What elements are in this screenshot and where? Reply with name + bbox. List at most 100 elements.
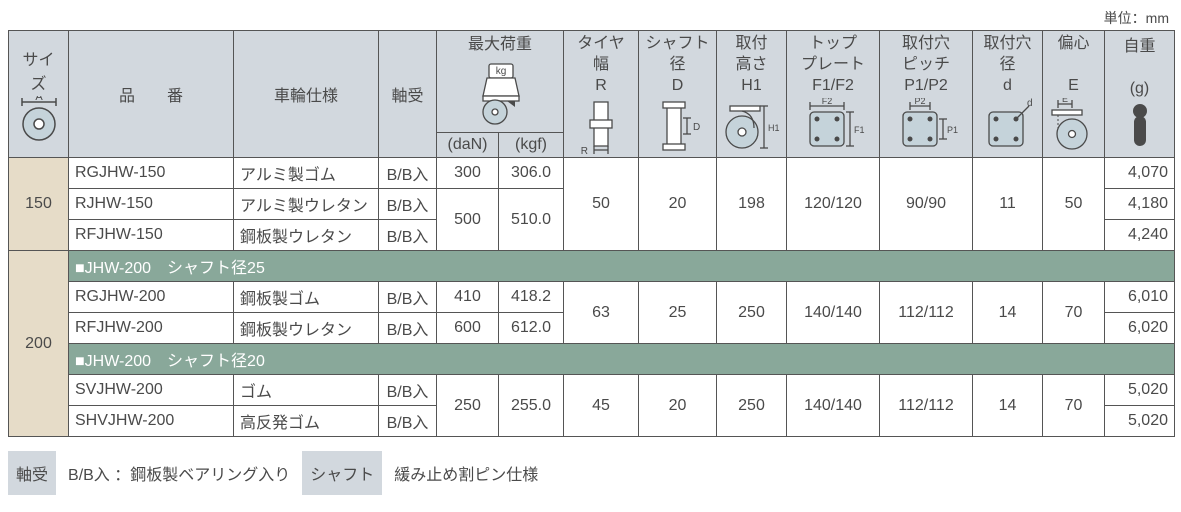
header-wheel: 車輪仕様 bbox=[234, 31, 379, 158]
svg-text:H1: H1 bbox=[768, 123, 780, 133]
cell-part: RFJHW-150 bbox=[69, 220, 234, 251]
cell-part: RFJHW-200 bbox=[69, 313, 234, 344]
cell-hole: 14 bbox=[973, 375, 1043, 437]
cell-dan: 410 bbox=[437, 282, 499, 313]
header-pitch: 取付穴 ピッチ P1/P2 P2 P1 bbox=[880, 31, 973, 158]
cell-d: 20 bbox=[639, 158, 717, 251]
cell-f: 140/140 bbox=[787, 375, 880, 437]
cell-h1: 250 bbox=[717, 282, 787, 344]
cell-part: RJHW-150 bbox=[69, 189, 234, 220]
section-header: ■JHW-200 シャフト径20 bbox=[69, 344, 1175, 375]
svg-text:A: A bbox=[35, 96, 43, 103]
maxload-icon: kg bbox=[465, 58, 535, 128]
hole-label: 取付穴 径 d bbox=[983, 34, 1031, 96]
svg-text:d: d bbox=[1027, 98, 1033, 109]
cell-bearing: B/B入 bbox=[379, 406, 437, 437]
cell-part: RGJHW-200 bbox=[69, 282, 234, 313]
cell-wheel: 高反発ゴム bbox=[234, 406, 379, 437]
r-icon: R bbox=[578, 98, 624, 154]
cell-bearing: B/B入 bbox=[379, 189, 437, 220]
cell-bearing: B/B入 bbox=[379, 375, 437, 406]
cell-kgf: 612.0 bbox=[499, 313, 564, 344]
d-icon: D bbox=[655, 98, 701, 154]
svg-text:F2: F2 bbox=[822, 98, 833, 106]
cell-e: 70 bbox=[1043, 282, 1105, 344]
cell-kgf: 306.0 bbox=[499, 158, 564, 189]
footer-tag-bearing: 軸受 bbox=[8, 451, 56, 495]
f-icon: F2 F1 bbox=[800, 98, 866, 154]
topplate-label: トップ プレート F1/F2 bbox=[801, 34, 865, 96]
header-weight: 自重 (g) bbox=[1105, 31, 1175, 158]
cell-dan: 600 bbox=[437, 313, 499, 344]
cell-f: 120/120 bbox=[787, 158, 880, 251]
cell-h1: 250 bbox=[717, 375, 787, 437]
size-200: 200 bbox=[9, 251, 69, 437]
header-topplate: トップ プレート F1/F2 F2 F1 bbox=[787, 31, 880, 158]
header-size-label: サイズ bbox=[15, 46, 62, 94]
cell-dan: 250 bbox=[437, 375, 499, 437]
header-hole: 取付穴 径 d d bbox=[973, 31, 1043, 158]
cell-dan: 500 bbox=[437, 189, 499, 251]
p-icon: P2 P1 bbox=[893, 98, 959, 154]
cell-kgf: 418.2 bbox=[499, 282, 564, 313]
cell-wheel: 鋼板製ウレタン bbox=[234, 313, 379, 344]
eccentric-label: 偏心 E bbox=[1057, 34, 1089, 96]
cell-bearing: B/B入 bbox=[379, 313, 437, 344]
shaft-label: シャフト 径 D bbox=[645, 34, 709, 96]
header-shaft: シャフト 径 D D bbox=[639, 31, 717, 158]
cell-d: 25 bbox=[639, 282, 717, 344]
header-dan: (daN) bbox=[437, 132, 499, 158]
cell-bearing: B/B入 bbox=[379, 282, 437, 313]
cell-d: 20 bbox=[639, 375, 717, 437]
cell-wheel: ゴム bbox=[234, 375, 379, 406]
cell-f: 140/140 bbox=[787, 282, 880, 344]
header-size: サイズ A bbox=[9, 31, 69, 158]
header-eccentric: 偏心 E E bbox=[1043, 31, 1105, 158]
mounth-label: 取付 高さ H1 bbox=[735, 34, 767, 96]
header-bearing: 軸受 bbox=[379, 31, 437, 158]
section-header: ■JHW-200 シャフト径25 bbox=[69, 251, 1175, 282]
cell-e: 70 bbox=[1043, 375, 1105, 437]
svg-text:P1: P1 bbox=[947, 125, 958, 135]
header-mount-h: 取付 高さ H1 H1 bbox=[717, 31, 787, 158]
header-kgf: (kgf) bbox=[499, 132, 564, 158]
size-icon: A bbox=[18, 96, 60, 142]
cell-p: 90/90 bbox=[880, 158, 973, 251]
cell-wheel: 鋼板製ウレタン bbox=[234, 220, 379, 251]
cell-wheel: 鋼板製ゴム bbox=[234, 282, 379, 313]
cell-w: 4,180 bbox=[1105, 189, 1175, 220]
cell-p: 112/112 bbox=[880, 375, 973, 437]
footer-text-bearing: B/B入 ：鋼板製ベアリング入り bbox=[68, 461, 290, 485]
size-150: 150 bbox=[9, 158, 69, 251]
h1-icon: H1 bbox=[724, 98, 780, 154]
cell-dan: 300 bbox=[437, 158, 499, 189]
cell-hole: 11 bbox=[973, 158, 1043, 251]
cell-part: SHVJHW-200 bbox=[69, 406, 234, 437]
svg-text:D: D bbox=[693, 122, 700, 133]
footer-notes: 軸受 B/B入 ：鋼板製ベアリング入り シャフト 緩み止め割ピン仕様 bbox=[8, 451, 1173, 495]
weight-label: 自重 (g) bbox=[1123, 37, 1155, 99]
svg-text:P2: P2 bbox=[914, 98, 925, 106]
cell-wheel: アルミ製ウレタン bbox=[234, 189, 379, 220]
cell-w: 6,020 bbox=[1105, 313, 1175, 344]
e-icon: E bbox=[1048, 98, 1100, 154]
footer-text-shaft: 緩み止め割ピン仕様 bbox=[394, 461, 538, 485]
cell-kgf: 510.0 bbox=[499, 189, 564, 251]
cell-w: 4,240 bbox=[1105, 220, 1175, 251]
cell-r: 50 bbox=[564, 158, 639, 251]
header-maxload: 最大荷重 kg bbox=[437, 31, 564, 133]
hole-icon: d bbox=[981, 98, 1035, 154]
cell-r: 45 bbox=[564, 375, 639, 437]
weight-icon bbox=[1125, 101, 1155, 151]
maxload-label: 最大荷重 bbox=[468, 35, 532, 56]
cell-w: 5,020 bbox=[1105, 406, 1175, 437]
svg-text:R: R bbox=[581, 146, 588, 154]
cell-part: SVJHW-200 bbox=[69, 375, 234, 406]
cell-hole: 14 bbox=[973, 282, 1043, 344]
header-part: 品 番 bbox=[69, 31, 234, 158]
cell-w: 5,020 bbox=[1105, 375, 1175, 406]
pitch-label: 取付穴 ピッチ P1/P2 bbox=[902, 34, 950, 96]
cell-r: 63 bbox=[564, 282, 639, 344]
svg-text:E: E bbox=[1061, 98, 1067, 104]
tirewidth-label: タイヤ 幅 R bbox=[577, 34, 625, 96]
